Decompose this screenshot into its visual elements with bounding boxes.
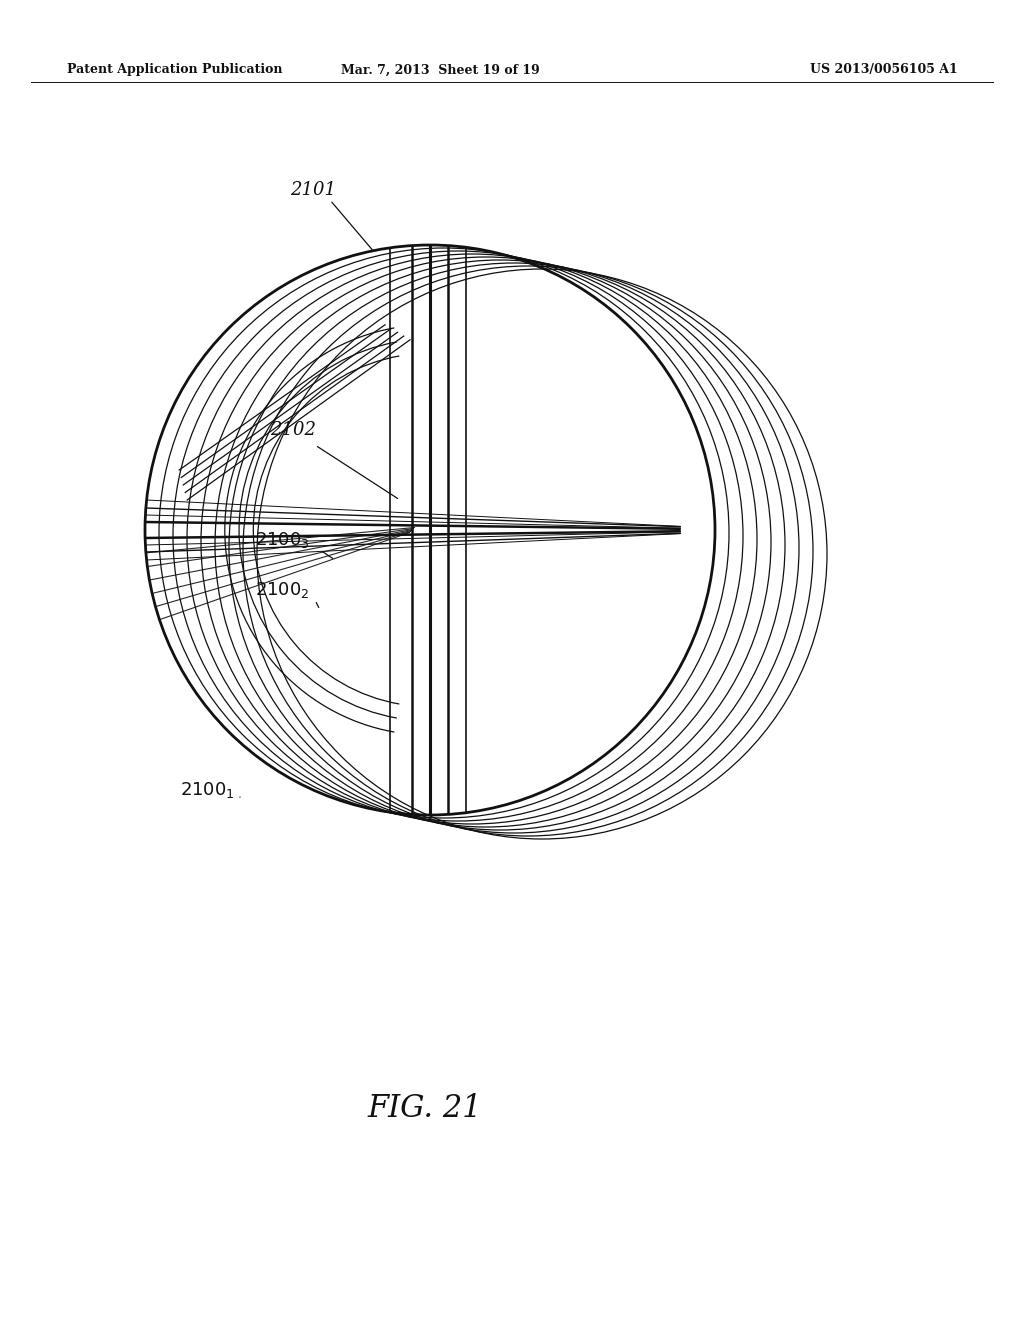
Text: 2101: 2101 <box>290 181 336 199</box>
Text: $2100_2$: $2100_2$ <box>255 579 309 601</box>
Text: FIG. 21: FIG. 21 <box>368 1093 482 1125</box>
Text: Patent Application Publication: Patent Application Publication <box>67 63 282 77</box>
Text: $2100_1$: $2100_1$ <box>180 780 234 800</box>
Text: Mar. 7, 2013  Sheet 19 of 19: Mar. 7, 2013 Sheet 19 of 19 <box>341 63 540 77</box>
Text: 2102: 2102 <box>270 421 316 440</box>
Text: $2100_3$: $2100_3$ <box>255 531 310 550</box>
Text: US 2013/0056105 A1: US 2013/0056105 A1 <box>810 63 957 77</box>
